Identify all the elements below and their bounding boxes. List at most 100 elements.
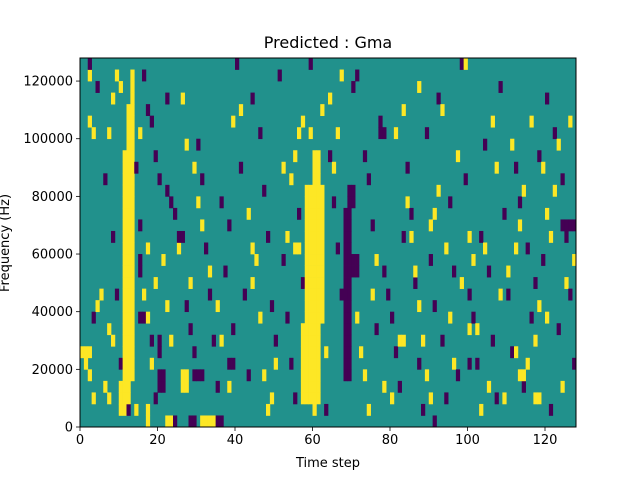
heatmap-cell: [130, 184, 135, 197]
heatmap-cell: [347, 242, 352, 255]
heatmap-cell: [494, 161, 499, 174]
heatmap-cell: [331, 161, 337, 174]
heatmap-cell: [467, 323, 472, 336]
heatmap-cell: [424, 369, 430, 382]
heatmap-cell: [130, 230, 135, 243]
heatmap-cell: [304, 265, 309, 278]
heatmap-cell: [157, 334, 162, 347]
heatmap-cell: [126, 242, 131, 255]
heatmap-cell: [320, 196, 325, 209]
heatmap-cell: [401, 230, 406, 243]
heatmap-cell: [545, 207, 550, 220]
x-tick-label: 120: [533, 433, 558, 448]
heatmap-cell: [347, 230, 352, 243]
heatmap-cell: [262, 184, 267, 197]
heatmap-cell: [289, 173, 294, 186]
heatmap-cell: [231, 357, 236, 370]
heatmap-cell: [273, 334, 278, 347]
heatmap-cell: [138, 265, 143, 278]
y-tick-label: 20000: [32, 363, 73, 378]
heatmap-cell: [390, 392, 395, 405]
heatmap-cell: [316, 380, 321, 393]
heatmap-cell: [320, 300, 325, 313]
heatmap-cell: [91, 127, 96, 140]
heatmap-cell: [436, 92, 441, 105]
heatmap-cell: [521, 369, 526, 382]
x-tick-label: 80: [382, 433, 399, 448]
heatmap-cell: [122, 207, 127, 220]
heatmap-cell: [122, 265, 127, 278]
heatmap-cell: [393, 127, 399, 140]
heatmap-cell: [316, 254, 321, 266]
heatmap-cell: [308, 58, 313, 70]
heatmap-cell: [390, 311, 395, 324]
heatmap-cell: [339, 288, 344, 301]
heatmap-cell: [320, 104, 325, 117]
heatmap-cell: [304, 230, 309, 243]
heatmap-cell: [126, 334, 131, 347]
heatmap-cell: [126, 403, 131, 416]
heatmap-cell: [343, 254, 348, 266]
heatmap-cell: [428, 392, 433, 405]
heatmap-cell: [320, 242, 325, 255]
heatmap-cell: [475, 357, 480, 370]
heatmap-cell: [521, 184, 526, 197]
heatmap-cell: [111, 230, 116, 243]
heatmap-cell: [312, 265, 317, 278]
heatmap-cell: [413, 265, 418, 278]
heatmap-cell: [355, 69, 360, 82]
heatmap-cell: [343, 230, 348, 243]
heatmap-cell: [258, 127, 263, 140]
heatmap-cell: [153, 277, 158, 289]
heatmap-cell: [122, 150, 127, 163]
heatmap-cell: [483, 242, 488, 255]
heatmap-cell: [130, 81, 135, 93]
heatmap-cell: [130, 311, 135, 324]
heatmap-cell: [409, 230, 414, 243]
heatmap-cell: [130, 127, 135, 140]
heatmap-cell: [246, 207, 251, 220]
heatmap-cell: [122, 380, 127, 393]
heatmap-cell: [107, 127, 112, 140]
heatmap-cell: [297, 127, 302, 140]
heatmap-cell: [122, 173, 127, 186]
heatmap-cell: [130, 115, 135, 128]
heatmap-cell: [130, 161, 135, 174]
heatmap-cell: [254, 254, 259, 266]
heatmap-cell: [118, 403, 123, 416]
heatmap-cell: [386, 288, 391, 301]
heatmap-cell: [126, 230, 131, 243]
heatmap-cell: [165, 300, 170, 313]
heatmap-cell: [370, 288, 375, 301]
heatmap-cell: [343, 311, 348, 324]
heatmap-cell: [134, 403, 139, 416]
heatmap-cell: [343, 265, 348, 278]
x-tick-label: 60: [304, 433, 321, 448]
heatmap-cell: [378, 115, 383, 128]
heatmap-cell: [370, 219, 375, 232]
heatmap-cell: [91, 392, 96, 405]
heatmap-cell: [382, 380, 387, 393]
heatmap-cell: [471, 254, 476, 266]
heatmap-cell: [308, 230, 313, 243]
heatmap-cell: [118, 357, 123, 370]
heatmap-cell: [475, 323, 480, 336]
heatmap-cell: [421, 334, 426, 347]
heatmap-cell: [126, 150, 131, 163]
heatmap-cell: [126, 104, 131, 117]
heatmap-cell: [122, 403, 127, 416]
heatmap-cell: [316, 161, 321, 174]
heatmap-cell: [304, 334, 309, 347]
heatmap-cell: [397, 334, 402, 347]
heatmap-cell: [541, 161, 546, 174]
heatmap-cell: [316, 242, 321, 255]
heatmap-cell: [138, 219, 143, 232]
heatmap-cell: [331, 196, 337, 209]
heatmap-cell: [200, 369, 205, 382]
heatmap-cell: [514, 346, 519, 359]
heatmap-cell: [207, 265, 213, 278]
heatmap-cell: [324, 403, 329, 416]
heatmap-cell: [145, 311, 151, 324]
heatmap-cell: [130, 265, 135, 278]
heatmap-cell: [157, 369, 162, 382]
